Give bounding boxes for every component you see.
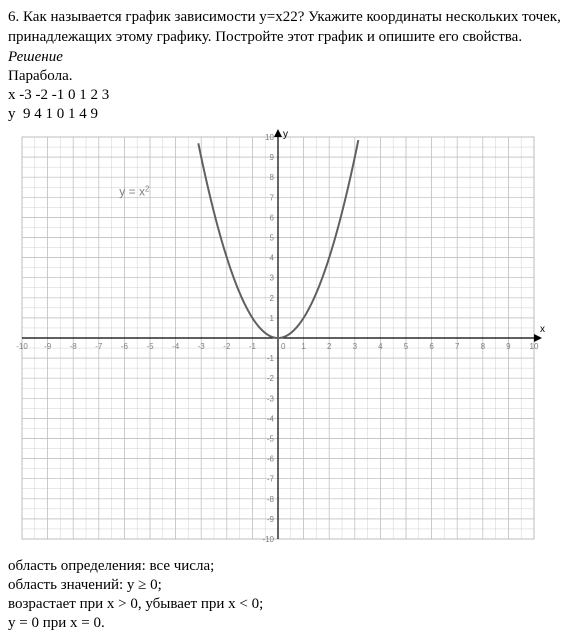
x-label: x (8, 87, 16, 103)
svg-text:9: 9 (270, 153, 275, 162)
answer-name: Парабола. (8, 68, 570, 85)
svg-text:2: 2 (270, 294, 275, 303)
svg-text:-1: -1 (249, 342, 257, 351)
parabola-chart: xy-10-9-8-7-6-5-4-3-2-1012345678910-10-9… (8, 127, 570, 554)
svg-text:1: 1 (270, 314, 275, 323)
svg-text:-9: -9 (267, 515, 275, 524)
properties-block: область определения: все числа; область з… (8, 558, 570, 632)
table-x-row: x -3 -2 -1 0 1 2 3 (8, 87, 570, 104)
y-label: y (8, 106, 16, 122)
svg-text:6: 6 (270, 213, 275, 222)
svg-text:10: 10 (265, 133, 274, 142)
svg-text:-9: -9 (44, 342, 52, 351)
svg-text:-6: -6 (267, 455, 275, 464)
y-values: 9 4 1 0 1 4 9 (23, 106, 98, 122)
svg-text:-3: -3 (198, 342, 206, 351)
svg-text:8: 8 (270, 173, 275, 182)
svg-text:-10: -10 (16, 342, 28, 351)
svg-text:y: y (283, 129, 288, 140)
svg-text:9: 9 (506, 342, 511, 351)
property-line: область значений: y ≥ 0; (8, 577, 570, 594)
svg-text:1: 1 (301, 342, 306, 351)
svg-text:-1: -1 (267, 354, 275, 363)
svg-text:0: 0 (281, 342, 286, 351)
svg-text:-5: -5 (146, 342, 154, 351)
table-y-row: y 9 4 1 0 1 4 9 (8, 106, 570, 123)
question-body: Как называется график зависимости y=x22?… (8, 9, 561, 45)
svg-text:-2: -2 (223, 342, 231, 351)
svg-text:2: 2 (327, 342, 332, 351)
svg-text:-5: -5 (267, 435, 275, 444)
svg-text:x: x (540, 324, 545, 335)
svg-text:-8: -8 (267, 495, 275, 504)
svg-text:8: 8 (481, 342, 486, 351)
svg-text:-10: -10 (262, 535, 274, 544)
svg-text:-7: -7 (95, 342, 103, 351)
svg-text:10: 10 (530, 342, 539, 351)
svg-text:-2: -2 (267, 374, 275, 383)
question-number: 6. (8, 9, 19, 25)
x-values: -3 -2 -1 0 1 2 3 (19, 87, 109, 103)
svg-text:5: 5 (404, 342, 409, 351)
question-text: 6. Как называется график зависимости y=x… (8, 8, 570, 47)
svg-text:7: 7 (455, 342, 460, 351)
svg-text:4: 4 (270, 254, 275, 263)
property-line: область определения: все числа; (8, 558, 570, 575)
svg-text:-3: -3 (267, 394, 275, 403)
property-line: возрастает при x > 0, убывает при x < 0; (8, 596, 570, 613)
svg-text:-8: -8 (70, 342, 78, 351)
svg-text:3: 3 (353, 342, 358, 351)
property-line: y = 0 при x = 0. (8, 615, 570, 632)
solution-label: Решение (8, 49, 570, 66)
svg-text:5: 5 (270, 234, 275, 243)
svg-text:6: 6 (429, 342, 434, 351)
svg-text:4: 4 (378, 342, 383, 351)
svg-text:7: 7 (270, 193, 275, 202)
svg-text:3: 3 (270, 274, 275, 283)
svg-text:-7: -7 (267, 475, 275, 484)
svg-text:-4: -4 (172, 342, 180, 351)
svg-text:-6: -6 (121, 342, 129, 351)
svg-text:-4: -4 (267, 414, 275, 423)
